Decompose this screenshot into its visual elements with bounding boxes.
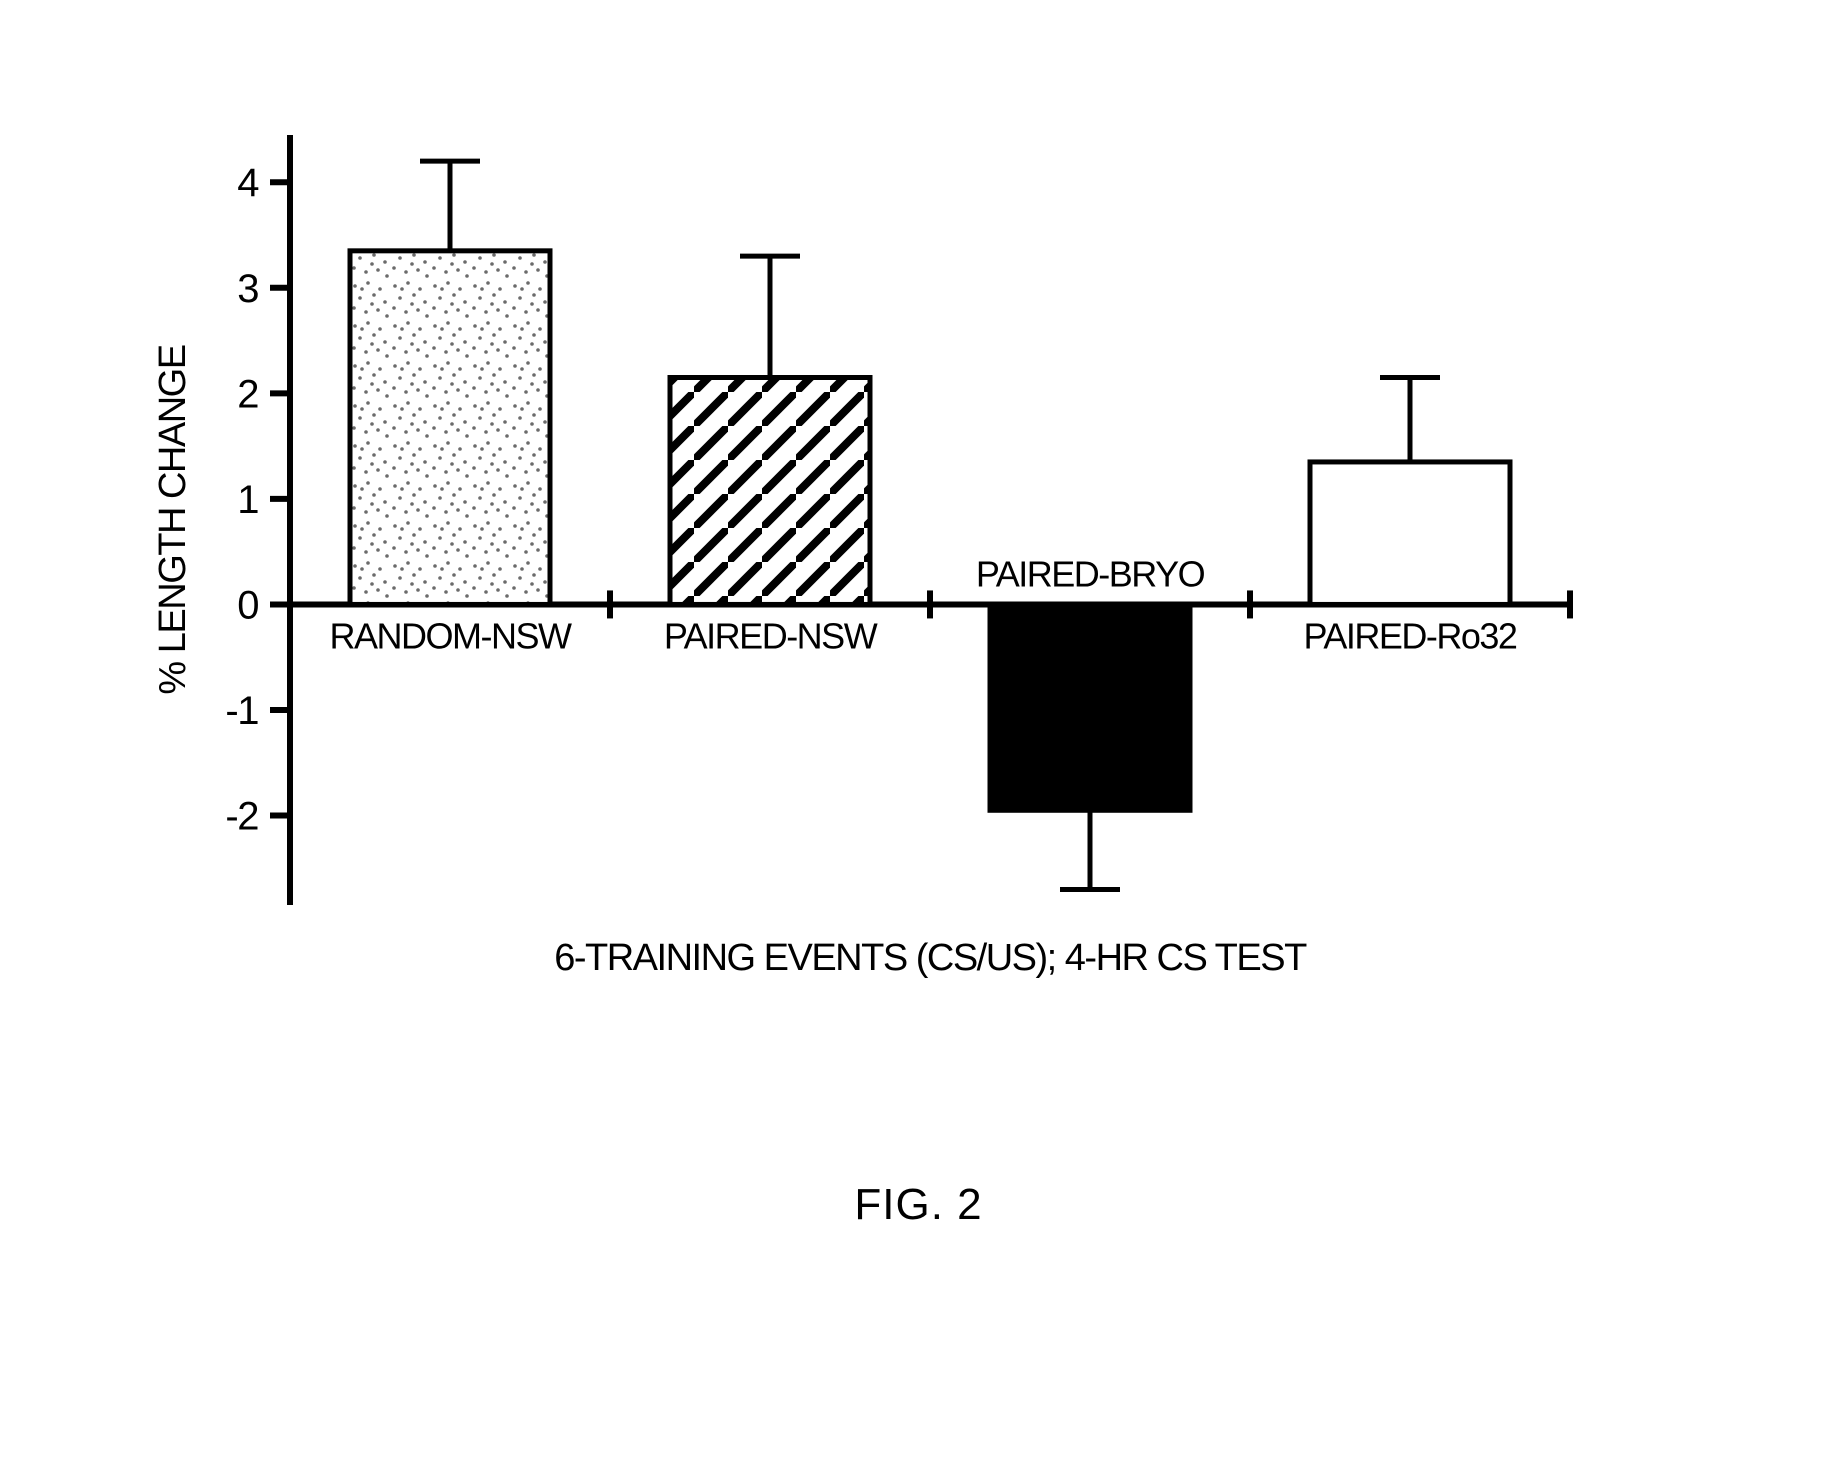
category-label-3: PAIRED-Ro32 xyxy=(1304,615,1517,656)
chart-svg: -2 -1 0 1 2 3 4 % LENGTH CHANGE RANDOM-NSW PAIRED… xyxy=(150,120,1650,1020)
bar-1 xyxy=(670,378,870,605)
y-tick-label: -2 xyxy=(225,795,258,839)
figure-number-label: FIG. 2 xyxy=(0,1180,1837,1230)
x-axis-label: 6-TRAINING EVENTS (CS/US); 4-HR CS TEST xyxy=(554,937,1307,979)
bar-0 xyxy=(350,251,550,605)
category-label-1: PAIRED-NSW xyxy=(664,615,878,656)
y-axis-label: % LENGTH CHANGE xyxy=(152,345,194,694)
y-tick-label: 4 xyxy=(237,161,259,205)
y-tick-label: -1 xyxy=(225,689,258,733)
bar-2 xyxy=(990,604,1190,810)
y-tick-label: 3 xyxy=(237,267,258,311)
y-tick-label: 1 xyxy=(237,478,258,522)
category-label-0: RANDOM-NSW xyxy=(330,615,572,656)
y-tick-label: 2 xyxy=(237,372,258,416)
y-tick-label: 0 xyxy=(237,583,258,627)
category-label-2: PAIRED-BRYO xyxy=(976,553,1205,594)
bar-chart: -2 -1 0 1 2 3 4 % LENGTH CHANGE RANDOM-NSW PAIRED… xyxy=(150,120,1650,1020)
bar-3 xyxy=(1310,462,1510,605)
figure-stage: -2 -1 0 1 2 3 4 % LENGTH CHANGE RANDOM-NSW PAIRED… xyxy=(0,0,1837,1467)
